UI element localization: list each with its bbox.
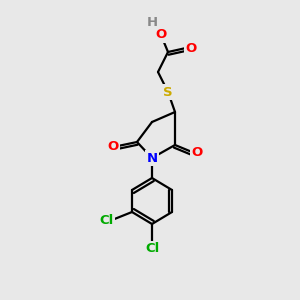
Text: O: O	[107, 140, 118, 152]
Text: H: H	[146, 16, 158, 28]
Text: S: S	[163, 85, 173, 98]
Text: Cl: Cl	[100, 214, 114, 226]
Text: N: N	[146, 152, 158, 164]
Text: O: O	[185, 41, 197, 55]
Text: O: O	[155, 28, 167, 41]
Text: O: O	[191, 146, 203, 158]
Text: Cl: Cl	[145, 242, 159, 256]
